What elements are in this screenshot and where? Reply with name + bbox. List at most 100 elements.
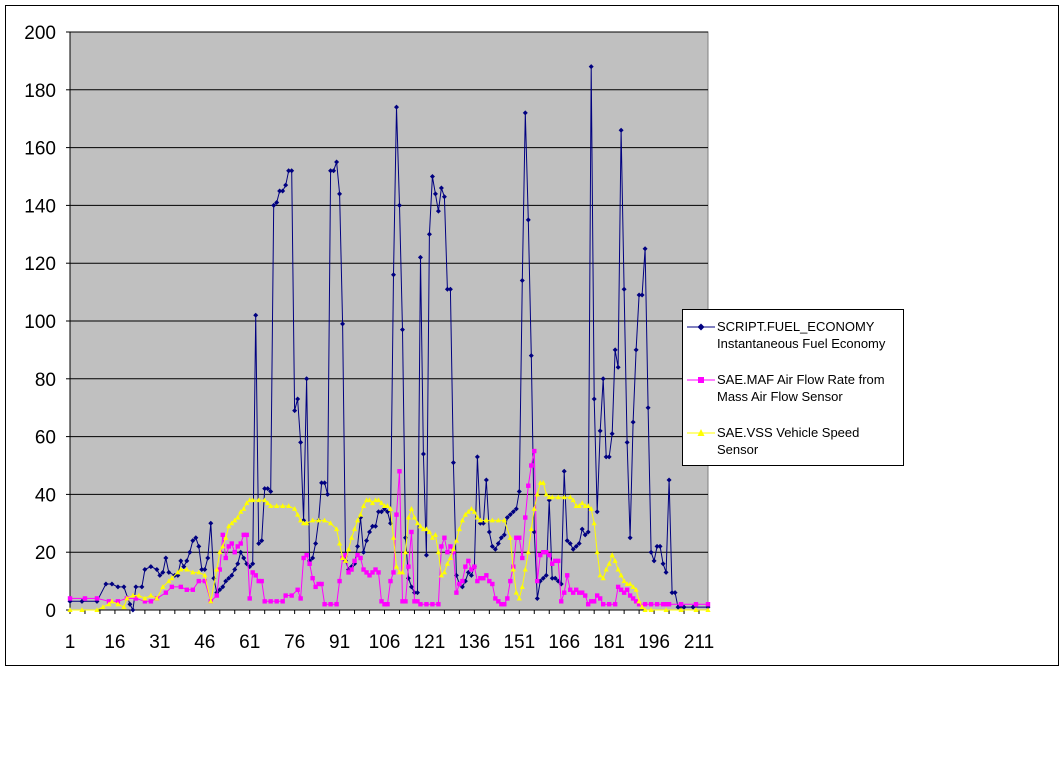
data-point [499,602,504,607]
data-point [438,572,445,578]
data-point [615,584,621,590]
data-point [591,599,597,604]
data-point [336,540,343,546]
data-point [426,529,433,534]
data-point [591,396,597,402]
data-point [621,578,627,584]
data-point [588,64,594,70]
data-point [220,584,226,590]
data-point [541,550,546,555]
data-point [378,500,385,506]
data-point [232,550,237,555]
data-point [370,570,375,575]
data-point [208,520,214,526]
data-point [226,523,232,529]
data-point [142,595,148,601]
data-point [553,558,558,564]
data-point [450,546,456,552]
data-point [432,191,438,197]
data-point [403,599,408,604]
data-point [163,555,169,561]
data-point [220,543,226,549]
data-point [322,602,327,607]
data-point [474,454,480,460]
data-point [442,535,447,540]
data-point [642,246,648,252]
data-point [414,590,420,596]
data-point [253,312,259,318]
data-point [609,431,615,437]
legend-item-maf: SAE.MAF Air Flow Rate from Mass Air Flow… [687,371,901,411]
data-point [414,520,421,526]
data-point [426,231,432,237]
data-point [600,376,606,382]
data-point [223,534,229,540]
data-point [417,523,424,529]
data-point [106,599,112,604]
data-point [190,569,196,575]
data-point [154,567,160,573]
data-point [283,593,288,598]
data-point [106,601,112,607]
data-point [618,587,624,592]
data-point [630,596,636,601]
data-point [495,517,501,523]
data-point [415,599,420,604]
data-point [220,532,225,538]
data-point [301,555,306,561]
data-point [495,541,501,547]
data-point [262,599,267,604]
data-point [265,500,271,506]
data-point [418,602,423,607]
data-point [577,590,582,595]
data-point [424,602,429,607]
data-point [235,561,241,567]
data-point [435,549,442,555]
data-point [115,601,121,607]
data-point [417,254,423,260]
data-point [181,564,187,570]
data-point [606,602,612,607]
data-point [555,494,561,500]
data-point [292,506,298,511]
data-point [351,526,358,532]
x-tick-label: 151 [503,632,535,653]
data-point [286,168,292,174]
data-point [229,520,235,526]
data-point [295,511,301,517]
data-point [226,575,232,581]
data-point [304,520,310,526]
data-point [648,607,654,612]
data-point [115,599,121,604]
data-point [654,543,660,549]
data-point [124,595,130,601]
data-point [274,599,279,604]
data-point [235,544,240,549]
data-point [636,292,642,298]
data-point [447,555,454,560]
axes [66,31,708,614]
data-point [408,584,414,590]
data-point [376,509,382,515]
data-point [408,506,415,511]
data-point [349,567,354,572]
data-point [166,578,172,584]
data-point [519,584,525,589]
data-point [594,549,600,555]
data-point [313,584,318,590]
data-point [345,546,352,552]
data-point [525,549,531,555]
x-tick-label: 1 [65,632,76,653]
data-point [672,590,678,596]
data-point [274,503,280,508]
data-point [121,584,127,590]
data-point [199,567,205,573]
data-point [82,596,88,601]
data-point [624,587,630,592]
data-point [366,497,373,503]
data-point [528,353,534,359]
data-point [292,408,298,414]
legend-key-vss [687,429,715,436]
data-point [262,497,268,503]
data-point [169,584,175,590]
